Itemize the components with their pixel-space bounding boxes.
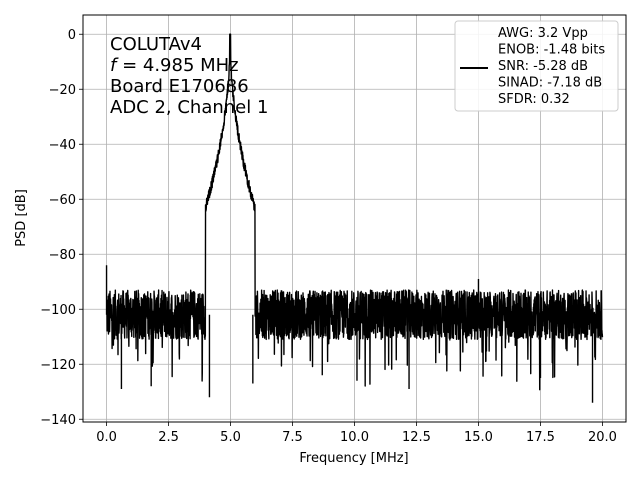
y-tick-label: −120 — [40, 358, 76, 373]
psd-line — [105, 33, 604, 403]
y-tick-label: 0 — [68, 28, 76, 43]
x-tick-label: 20.0 — [588, 430, 617, 445]
x-tick-label: 17.5 — [526, 430, 555, 445]
y-tick-label: −20 — [49, 83, 76, 98]
y-tick-label: −140 — [40, 413, 76, 428]
psd-series — [105, 33, 604, 403]
annotation-text: = 4.985 MHz — [116, 55, 238, 76]
y-tick-label: −100 — [40, 303, 76, 318]
annotation-line: Board E170686 — [110, 76, 249, 97]
annotation-line: COLUTAv4 — [110, 34, 202, 55]
y-axis-label: PSD [dB] — [14, 189, 29, 247]
x-tick-label: 10.0 — [340, 430, 369, 445]
x-tick-label: 0.0 — [96, 430, 117, 445]
legend-box — [454, 20, 619, 112]
legend-entry: SNR: -5.28 dB — [498, 59, 588, 74]
x-tick-label: 5.0 — [220, 430, 241, 445]
x-axis-label: Frequency [MHz] — [299, 451, 408, 466]
legend-entry: ENOB: -1.48 bits — [498, 43, 605, 58]
y-tick-label: −40 — [49, 138, 76, 153]
legend-entry: SFDR: 0.32 — [498, 92, 570, 107]
y-tick-label: −80 — [49, 248, 76, 263]
annotation-italic: f — [110, 55, 119, 76]
y-axis-ticks: 0 −20 −40 −60 −80 −100 −120 −140 — [40, 28, 83, 428]
x-tick-label: 15.0 — [464, 430, 493, 445]
legend-entry: SINAD: -7.18 dB — [498, 76, 602, 91]
x-tick-label: 7.5 — [282, 430, 303, 445]
x-tick-label: 2.5 — [158, 430, 179, 445]
x-tick-label: 12.5 — [402, 430, 431, 445]
annotation-line: ADC 2, Channel 1 — [110, 97, 268, 118]
y-tick-label: −60 — [49, 193, 76, 208]
annotation-text: Board E170686 — [110, 76, 249, 97]
annotation-text: ADC 2, Channel 1 — [110, 97, 268, 118]
annotation-line: f = 4.985 MHz — [110, 55, 239, 76]
annotation-text: COLUTAv4 — [110, 34, 202, 55]
legend-entry: AWG: 3.2 Vpp — [498, 26, 588, 41]
x-axis-ticks: 0.0 2.5 5.0 7.5 10.0 12.5 15.0 17.5 20.0 — [96, 422, 617, 445]
